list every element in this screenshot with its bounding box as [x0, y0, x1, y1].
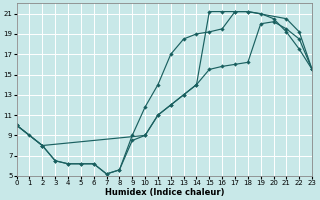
- X-axis label: Humidex (Indice chaleur): Humidex (Indice chaleur): [105, 188, 224, 197]
